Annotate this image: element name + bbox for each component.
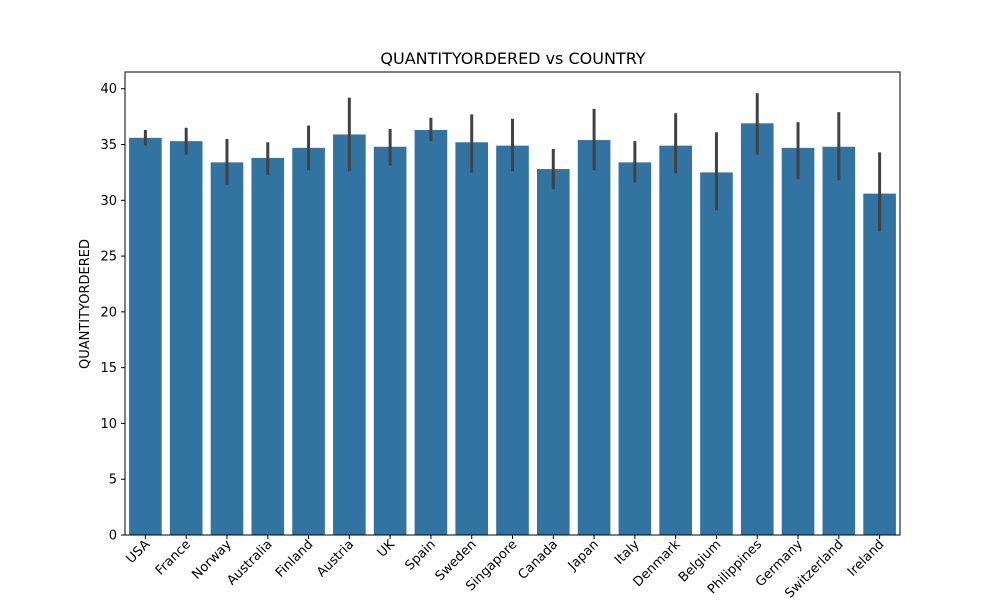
error-bars-group bbox=[143, 93, 882, 232]
y-axis: 0 5 10 15 20 25 30 35 40 bbox=[100, 82, 125, 544]
bar-germany bbox=[781, 147, 815, 535]
bar-denmark bbox=[659, 145, 692, 535]
x-tick-label: Spain bbox=[402, 537, 438, 573]
bar-japan bbox=[577, 140, 611, 535]
bar-norway bbox=[210, 162, 244, 535]
bar-canada bbox=[536, 169, 570, 535]
bar-australia bbox=[251, 157, 285, 535]
x-tick-label: Australia bbox=[224, 537, 275, 588]
y-axis-title: QUANTITYORDERED bbox=[78, 239, 93, 369]
y-tick-label: 20 bbox=[100, 305, 117, 320]
x-tick-label: Austria bbox=[314, 537, 357, 580]
x-tick-label: UK bbox=[375, 537, 399, 561]
y-tick-label: 40 bbox=[100, 82, 117, 97]
bar-singapore bbox=[496, 145, 529, 535]
y-tick-label: 15 bbox=[100, 361, 117, 376]
bar-spain bbox=[414, 130, 448, 535]
bar-sweden bbox=[455, 142, 489, 536]
x-tick-label: Italy bbox=[612, 537, 643, 568]
x-tick-label: Canada bbox=[516, 537, 562, 583]
x-tick-label: USA bbox=[124, 537, 154, 567]
bar-usa bbox=[129, 137, 162, 535]
plot-frame bbox=[124, 71, 901, 536]
bar-france bbox=[169, 141, 203, 536]
bar-ireland bbox=[863, 193, 896, 536]
y-tick-label: 0 bbox=[109, 529, 117, 544]
bar-belgium bbox=[700, 172, 733, 535]
bar-italy bbox=[618, 162, 652, 535]
x-tick-label: France bbox=[153, 537, 194, 578]
x-tick-label: Japan bbox=[565, 537, 602, 574]
y-tick-label: 25 bbox=[100, 250, 117, 265]
bar-switzerland bbox=[822, 146, 856, 535]
y-tick-label: 35 bbox=[100, 138, 117, 153]
x-tick-label: Ireland bbox=[845, 537, 887, 579]
x-tick-label: Finland bbox=[273, 537, 316, 580]
bar-austria bbox=[333, 134, 366, 536]
bars-group bbox=[129, 123, 896, 536]
y-tick-label: 10 bbox=[100, 417, 117, 432]
bar-uk bbox=[373, 146, 407, 535]
chart-title: QUANTITYORDERED vs COUNTRY bbox=[380, 49, 645, 68]
bar-philippines bbox=[740, 123, 774, 535]
bar-finland bbox=[292, 147, 325, 535]
y-tick-label: 5 bbox=[109, 473, 117, 488]
y-tick-label: 30 bbox=[100, 194, 117, 209]
